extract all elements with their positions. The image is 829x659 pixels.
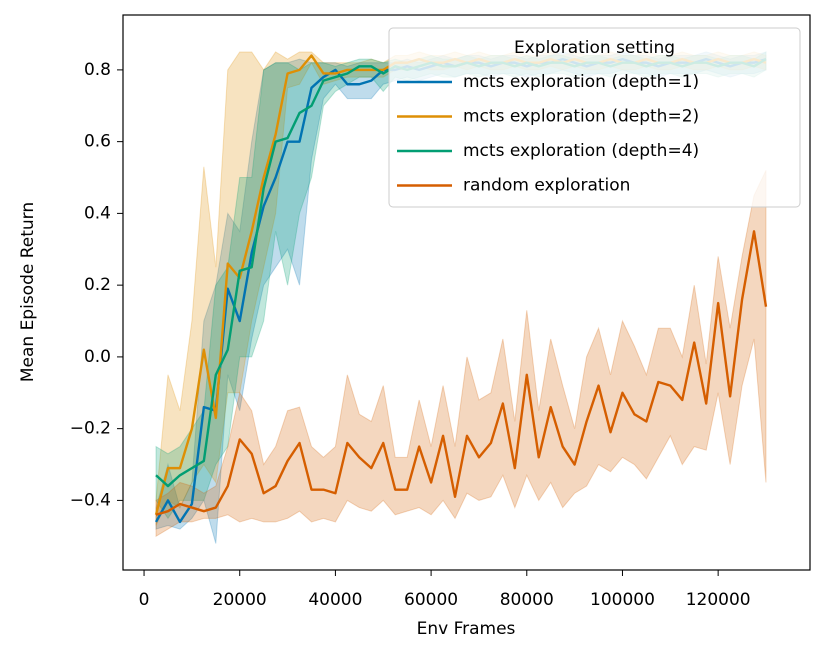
legend-label: mcts exploration (depth=1) [463,72,699,92]
legend-label: mcts exploration (depth=2) [463,107,699,127]
y-tick-label: 0.0 [84,347,111,367]
plot-frame [122,14,811,571]
y-tick-label: −0.2 [70,419,111,439]
y-tick-label: 0.2 [84,275,111,295]
x-tick-label: 60000 [404,590,458,610]
confidence-band [155,170,767,538]
y-tick-label: 0.6 [84,132,111,152]
legend-box [388,27,801,208]
y-tick-label: 0.8 [84,60,111,80]
x-tick-label: 0 [139,590,150,610]
x-tick-label: 100000 [590,590,655,610]
legend-label: random exploration [463,176,630,196]
x-tick-label: 80000 [500,590,554,610]
x-tick-label: 20000 [213,590,267,610]
line [155,230,768,516]
x-tick-label: 120000 [686,590,751,610]
x-axis-label: Env Frames [417,619,516,639]
legend-title: Exploration setting [514,38,675,58]
y-axis-label: Mean Episode Return [18,202,38,382]
legend-label: mcts exploration (depth=4) [463,141,699,161]
x-tick-label: 40000 [308,590,362,610]
legend: Exploration setting mcts exploration (dep… [388,27,801,208]
y-tick-label: −0.4 [70,490,111,510]
y-tick-label: 0.4 [84,203,111,223]
